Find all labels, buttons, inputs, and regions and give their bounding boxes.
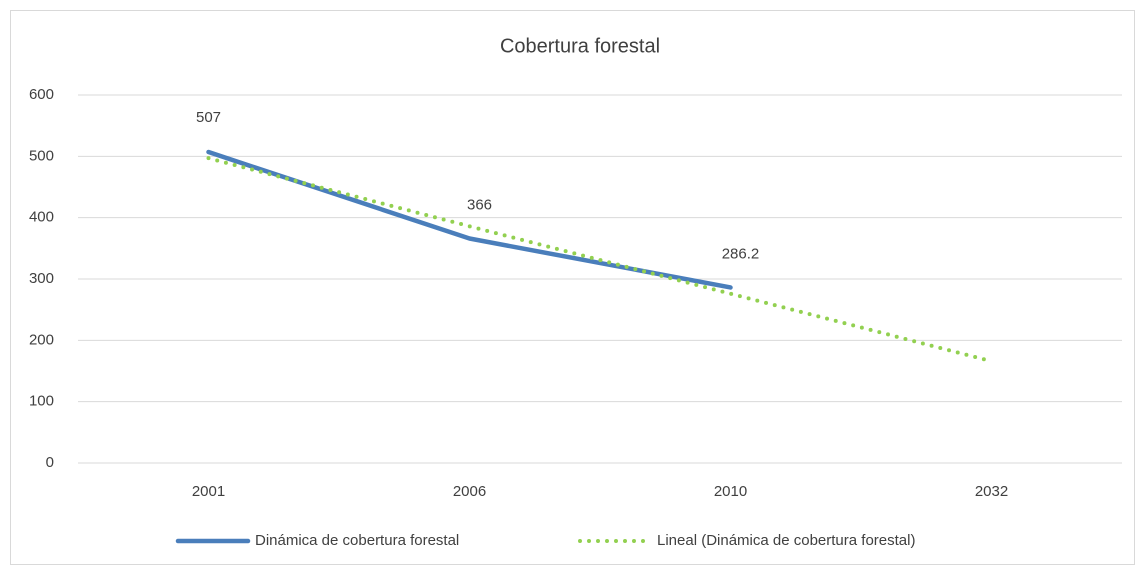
chart-area bbox=[10, 10, 1135, 565]
series-line bbox=[206, 156, 994, 364]
y-tick-label: 100 bbox=[29, 393, 54, 410]
legend-label: Lineal (Dinámica de cobertura forestal) bbox=[657, 532, 915, 549]
data-label: 507 bbox=[196, 109, 221, 126]
x-tick-label: 2006 bbox=[453, 483, 486, 500]
y-tick-label: 0 bbox=[46, 454, 54, 471]
x-tick-label: 2001 bbox=[192, 483, 225, 500]
legend-label: Dinámica de cobertura forestal bbox=[255, 532, 459, 549]
x-tick-label: 2010 bbox=[714, 483, 747, 500]
y-tick-label: 200 bbox=[29, 331, 54, 348]
data-label: 286.2 bbox=[722, 245, 760, 262]
y-tick-label: 500 bbox=[29, 147, 54, 164]
y-tick-label: 400 bbox=[29, 209, 54, 226]
y-tick-label: 600 bbox=[29, 86, 54, 103]
x-tick-label: 2032 bbox=[975, 483, 1008, 500]
chart-title: Cobertura forestal bbox=[500, 35, 660, 57]
y-tick-label: 300 bbox=[29, 270, 54, 287]
data-label: 366 bbox=[467, 196, 492, 213]
